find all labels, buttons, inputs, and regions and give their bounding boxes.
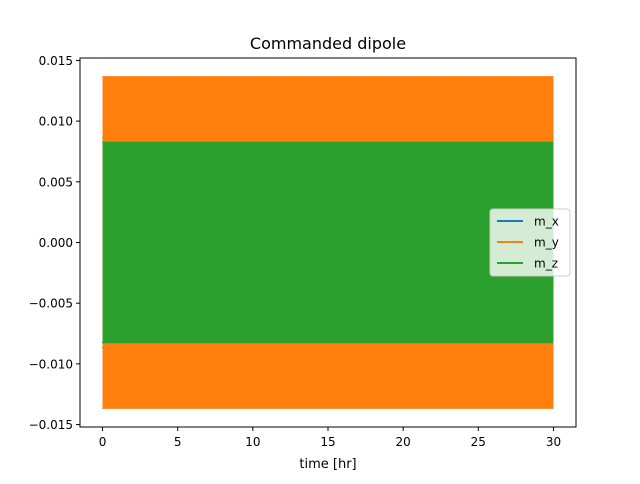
series-m-z [102,141,554,344]
x-tick-label: 25 [471,435,486,449]
y-tick-label: −0.015 [29,418,73,432]
x-tick-label: 20 [396,435,411,449]
x-tick-label: 0 [99,435,107,449]
legend-label: m_x [534,215,559,229]
y-tick-label: 0.000 [39,236,73,250]
y-axis: −0.015 −0.010 −0.005 0.000 0.005 0.010 0.015 [29,54,80,432]
legend-item: m_z [497,257,558,271]
legend-box [489,208,571,277]
y-tick-label: 0.015 [39,54,73,68]
x-tick-label: 15 [320,435,335,449]
series-layer [102,76,554,409]
x-tick-label: 10 [245,435,260,449]
y-tick-label: 0.005 [39,175,73,189]
x-axis-label: time [hr] [299,457,356,472]
series-band [102,141,554,344]
y-tick-label: 0.010 [39,115,73,129]
x-tick-label: 5 [174,435,182,449]
legend-label: m_y [534,236,559,250]
series-fringe [102,141,554,344]
legend-item: m_x [497,215,559,229]
y-tick-label: −0.010 [29,357,73,371]
x-axis: 0 5 10 15 20 25 30 [99,427,561,449]
x-tick-label: 30 [546,435,561,449]
legend-label: m_z [534,257,558,271]
legend: m_x m_y m_z [489,208,571,277]
chart-title: Commanded dipole [250,34,406,53]
series-fringe [102,76,554,409]
y-tick-label: −0.005 [29,297,73,311]
legend-item: m_y [497,236,559,250]
